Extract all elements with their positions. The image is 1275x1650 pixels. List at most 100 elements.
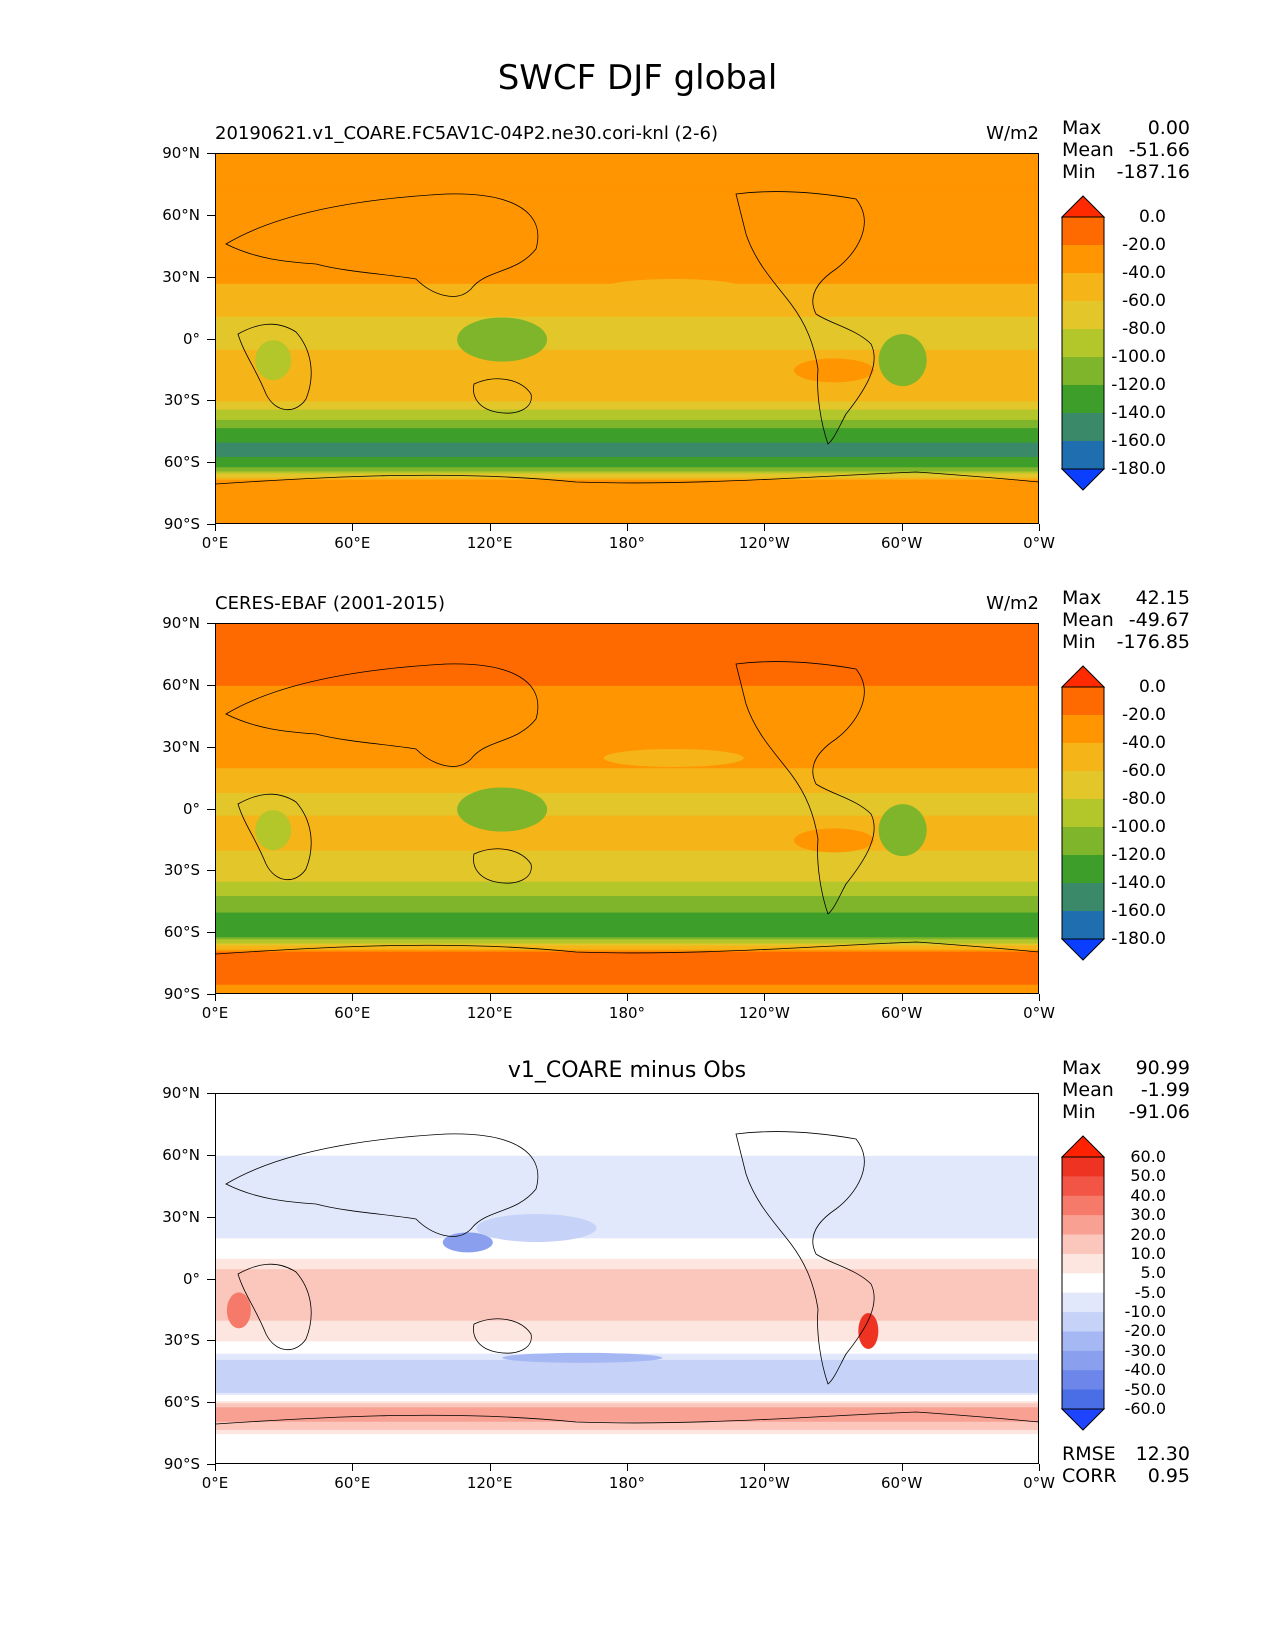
field-band <box>216 788 1038 792</box>
colorbar-tick-label: -80.0 <box>1122 319 1166 339</box>
field-band <box>216 1432 1038 1435</box>
field-band <box>216 329 1038 332</box>
x-tick-mark <box>489 994 491 1001</box>
coastline <box>225 663 539 767</box>
x-tick-label: 0°E <box>201 534 229 552</box>
field-band <box>216 1164 1038 1167</box>
x-tick-label: 180° <box>608 1004 646 1022</box>
field-band <box>216 327 1038 330</box>
field-band <box>216 195 1038 198</box>
field-band <box>216 248 1038 252</box>
field-band <box>216 244 1038 248</box>
field-band <box>216 661 1038 664</box>
field-band <box>216 1244 1038 1248</box>
field-band <box>216 158 1038 161</box>
field-band <box>216 388 1038 392</box>
x-tick-mark <box>1039 1464 1040 1471</box>
field-band <box>216 823 1038 827</box>
field-band <box>216 947 1038 951</box>
field-band <box>216 1170 1038 1173</box>
field-band <box>216 795 1038 798</box>
field-band <box>216 209 1038 213</box>
error-stats-box: RMSE 12.30 CORR 0.95 <box>1062 1443 1190 1487</box>
field-band <box>216 257 1038 260</box>
x-tick-mark <box>489 524 491 531</box>
map-plot <box>215 153 1039 524</box>
field-band <box>216 1438 1038 1441</box>
field-band <box>216 211 1038 215</box>
field-band <box>216 1094 1038 1097</box>
field-band <box>216 962 1038 965</box>
colorbar <box>1060 665 1106 961</box>
field-band <box>216 219 1038 223</box>
field-band <box>216 1326 1038 1330</box>
field-band <box>216 1227 1038 1231</box>
colorbar-tick-label: -140.0 <box>1111 873 1166 893</box>
field-band <box>216 640 1038 644</box>
y-tick-label: 60°S <box>163 923 200 942</box>
field-band <box>216 1205 1038 1208</box>
field-band <box>216 935 1038 938</box>
field-band <box>216 242 1038 246</box>
y-tick-mark <box>207 932 215 934</box>
y-tick-label: 30°S <box>163 861 200 880</box>
x-tick-mark <box>215 524 216 531</box>
field-band <box>216 277 1038 281</box>
field-band <box>216 679 1038 683</box>
field-band <box>216 1252 1038 1256</box>
field-band <box>216 224 1038 227</box>
field-band <box>216 1131 1038 1134</box>
y-tick-label: 30°N <box>162 1207 200 1226</box>
field-band <box>216 654 1038 658</box>
field-band <box>216 879 1038 883</box>
field-band <box>216 1126 1038 1130</box>
field-band <box>216 687 1038 691</box>
field-band <box>216 1436 1038 1439</box>
field-band <box>216 500 1038 503</box>
x-tick-label: 120°W <box>738 1474 790 1492</box>
colorbar-segment <box>1062 771 1104 800</box>
field-band <box>216 1372 1038 1375</box>
field-band <box>216 426 1038 429</box>
y-tick-label: 90°N <box>162 614 200 632</box>
field-band <box>216 376 1038 380</box>
coastline <box>237 1263 312 1351</box>
field-band <box>216 362 1038 365</box>
min-label: Min <box>1062 1101 1096 1123</box>
colorbar-tick-label: -160.0 <box>1111 901 1166 921</box>
field-band <box>216 1256 1038 1260</box>
field-band <box>216 939 1038 943</box>
field-band <box>216 1374 1038 1377</box>
field-band <box>216 667 1038 670</box>
x-tick-mark <box>901 994 903 1001</box>
field-band <box>216 745 1038 749</box>
y-tick-mark <box>207 1402 215 1404</box>
colorbar-tick-label: -120.0 <box>1111 845 1166 865</box>
x-tick-mark <box>764 1464 766 1471</box>
field-band <box>216 836 1038 839</box>
field-band <box>216 702 1038 705</box>
colorbar-tick-label: -5.0 <box>1134 1282 1166 1302</box>
colorbar-tick-label: 5.0 <box>1140 1263 1166 1283</box>
field-band <box>216 514 1038 518</box>
field-band <box>216 1448 1038 1452</box>
x-tick-mark <box>215 994 216 1001</box>
colorbar-segment <box>1062 1234 1104 1255</box>
x-tick-label: 60°E <box>334 1004 371 1022</box>
field-band <box>216 887 1038 891</box>
field-band <box>216 1380 1038 1384</box>
field-band <box>216 1386 1038 1390</box>
field-band <box>216 502 1038 505</box>
field-band <box>216 825 1038 829</box>
field-band <box>216 380 1038 384</box>
field-band <box>216 358 1038 361</box>
colorbar-tick-label: -10.0 <box>1124 1302 1166 1322</box>
y-tick-label: 90°S <box>163 1455 200 1473</box>
field-band <box>216 673 1038 677</box>
field-band <box>216 252 1038 256</box>
field-band <box>216 201 1038 205</box>
field-band <box>216 407 1038 411</box>
colorbar-segment <box>1062 743 1104 772</box>
field-band <box>216 867 1038 870</box>
colorbar-tick-label: -100.0 <box>1111 347 1166 367</box>
